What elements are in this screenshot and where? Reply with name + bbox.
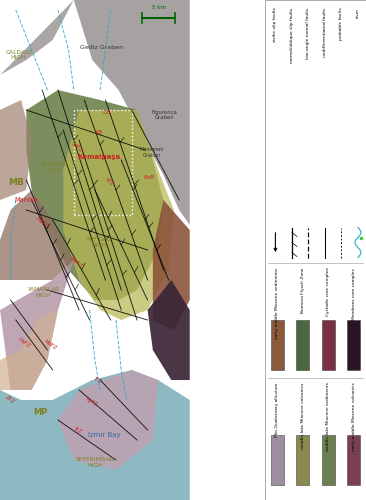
Text: Manisa: Manisa — [15, 197, 38, 203]
Text: Menderes core complex: Menderes core complex — [352, 268, 356, 320]
Text: CB: CB — [103, 110, 111, 115]
Text: KFZ: KFZ — [104, 178, 115, 188]
Polygon shape — [0, 100, 31, 200]
Text: Figurença
Graben: Figurença Graben — [152, 110, 178, 120]
Bar — [322, 435, 335, 485]
Text: Menemen
Graben: Menemen Graben — [139, 147, 164, 158]
Polygon shape — [153, 200, 190, 330]
Polygon shape — [0, 310, 58, 390]
Text: HaFZ: HaFZ — [16, 336, 31, 348]
Text: MaFZ: MaFZ — [34, 216, 49, 229]
Text: Bornova Flysch Zone: Bornova Flysch Zone — [301, 268, 305, 313]
Bar — [347, 435, 361, 485]
Text: middle-late Miocene sediments: middle-late Miocene sediments — [326, 382, 330, 452]
Text: Izmir Bay: Izmir Bay — [88, 432, 120, 438]
Text: SdFZ: SdFZ — [70, 142, 83, 154]
Text: MB: MB — [8, 178, 24, 187]
Polygon shape — [147, 280, 190, 380]
Polygon shape — [0, 0, 74, 75]
Text: early-middle Miocene sediments: early-middle Miocene sediments — [276, 268, 279, 339]
Bar — [296, 320, 310, 370]
Text: Cycladic core complex: Cycladic core complex — [326, 268, 330, 316]
Text: SPILDAGI
HIGH: SPILDAGI HIGH — [41, 162, 67, 173]
Bar — [271, 320, 284, 370]
Text: SEFERIHISAR
HIGH: SEFERIHISAR HIGH — [75, 457, 114, 468]
Text: 5 km: 5 km — [152, 5, 166, 10]
Text: normal/oblique slip faults: normal/oblique slip faults — [290, 8, 294, 62]
Bar — [322, 320, 335, 370]
Bar — [347, 320, 361, 370]
Text: CALDAGI
HIGH: CALDAGI HIGH — [5, 50, 31, 60]
Text: Plio-Quaternary alluvium: Plio-Quaternary alluvium — [276, 382, 279, 437]
Text: early-middle Miocene volcanics: early-middle Miocene volcanics — [352, 382, 356, 451]
Polygon shape — [0, 190, 74, 280]
Text: YAMANLAR
HIGH: YAMANLAR HIGH — [27, 287, 60, 298]
Text: Kemalpaşa: Kemalpaşa — [77, 154, 120, 160]
Bar — [296, 435, 310, 485]
Text: Gediz Graben: Gediz Graben — [80, 45, 123, 50]
Polygon shape — [63, 110, 174, 320]
Text: IFZ: IFZ — [93, 376, 102, 384]
Text: probable faults: probable faults — [339, 8, 343, 40]
Polygon shape — [74, 0, 190, 225]
Polygon shape — [0, 370, 190, 500]
Bar — [74, 110, 132, 215]
Text: NIF DAG
HIGH: NIF DAG HIGH — [87, 237, 111, 248]
Text: river: river — [356, 8, 360, 18]
Text: KyFZ: KyFZ — [84, 397, 98, 408]
Bar — [271, 435, 284, 485]
Text: MeFZ: MeFZ — [69, 256, 83, 269]
Text: middle-late Miocene volcanics: middle-late Miocene volcanics — [301, 382, 305, 449]
Text: MP: MP — [34, 408, 48, 417]
Polygon shape — [58, 370, 158, 470]
Text: ZFZ: ZFZ — [4, 395, 16, 405]
Text: strike-slip faults: strike-slip faults — [273, 8, 277, 42]
Text: low-angle normal faults: low-angle normal faults — [306, 8, 310, 59]
Text: undifferentiated faults: undifferentiated faults — [323, 8, 327, 57]
Text: MdFZ: MdFZ — [43, 339, 57, 351]
Text: KB: KB — [95, 130, 103, 135]
Text: IFZ: IFZ — [73, 427, 82, 435]
Polygon shape — [0, 260, 74, 390]
Polygon shape — [26, 90, 163, 300]
Text: KoB: KoB — [143, 175, 154, 180]
